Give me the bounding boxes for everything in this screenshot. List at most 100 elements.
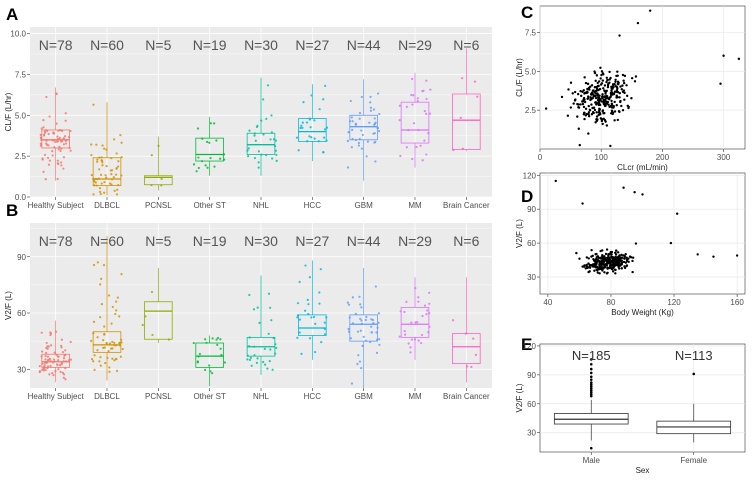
data-point [100, 182, 103, 185]
data-point [374, 285, 377, 288]
x-tick-label: Other ST [193, 392, 226, 401]
data-point [112, 176, 115, 179]
data-point [585, 263, 588, 267]
data-point [361, 344, 364, 347]
data-point [357, 354, 360, 357]
data-point [426, 309, 429, 312]
box [92, 331, 122, 353]
data-point [197, 156, 200, 159]
data-point [587, 270, 590, 274]
data-point [346, 139, 350, 143]
data-point [605, 96, 609, 99]
data-point [613, 82, 616, 86]
data-point [322, 151, 325, 154]
data-point [196, 361, 199, 364]
data-point [350, 146, 353, 149]
data-point [113, 189, 116, 192]
data-point [247, 155, 250, 158]
data-point [586, 87, 589, 91]
data-point [351, 120, 354, 123]
data-point [619, 257, 622, 260]
data-point [92, 320, 96, 323]
data-point [144, 315, 147, 318]
data-point [586, 82, 590, 86]
data-point [595, 74, 599, 77]
data-point [150, 154, 153, 157]
data-point [590, 248, 593, 252]
data-point [299, 126, 302, 130]
data-point [113, 138, 116, 141]
data-point [55, 92, 58, 96]
data-point [267, 292, 271, 295]
data-point [358, 295, 361, 298]
data-point [634, 242, 638, 245]
y-tick-label: 30 [527, 429, 536, 438]
data-point [44, 368, 47, 371]
data-point [429, 88, 432, 91]
data-point [118, 341, 121, 344]
data-point [598, 272, 601, 275]
data-point [44, 177, 47, 181]
outlier-point [589, 446, 593, 450]
data-point [616, 87, 619, 90]
data-point [257, 166, 260, 169]
data-point [607, 103, 610, 106]
data-point [628, 255, 632, 258]
data-point [623, 257, 626, 260]
data-point [96, 261, 99, 264]
data-point [48, 159, 52, 162]
data-point [600, 119, 604, 123]
data-point [262, 98, 265, 101]
data-point [354, 312, 357, 315]
data-point [594, 92, 598, 95]
data-point [211, 337, 214, 340]
box [41, 129, 70, 149]
data-point [369, 101, 372, 104]
data-point [45, 341, 48, 345]
x-tick-label: Brain Cancer [443, 201, 490, 210]
data-point [600, 73, 603, 77]
data-point [115, 369, 119, 373]
data-point [110, 173, 113, 176]
data-point [109, 169, 113, 172]
x-tick-label: HCC [304, 392, 322, 401]
data-point [372, 108, 376, 111]
outlier-point [589, 392, 593, 396]
outlier-point [589, 371, 593, 375]
data-point [323, 136, 326, 139]
data-point [69, 149, 72, 152]
data-point [372, 132, 375, 135]
data-point [719, 82, 722, 85]
data-point [38, 365, 41, 368]
data-point [623, 91, 626, 95]
box-group-B-4: N=30 NHL [244, 233, 278, 401]
data-point [428, 112, 432, 115]
data-point [416, 321, 419, 324]
box-group-B-2: N=5 PCNSL [141, 233, 173, 401]
data-point [596, 81, 599, 85]
data-point [64, 112, 67, 115]
box-group-A-4: N=30 NHL [244, 37, 278, 210]
data-point [360, 129, 363, 132]
box [298, 118, 327, 142]
panel-label-A: A [6, 5, 18, 24]
n-label: N=5 [145, 37, 171, 53]
data-point [319, 268, 322, 271]
data-point [61, 351, 65, 354]
data-point [114, 173, 118, 176]
data-point [590, 113, 594, 116]
data-point [111, 340, 114, 343]
data-point [404, 333, 407, 336]
data-point [90, 154, 93, 157]
data-point [304, 264, 307, 267]
data-point [209, 156, 212, 160]
data-point [59, 149, 62, 153]
data-point [576, 115, 579, 118]
data-point [39, 144, 42, 147]
data-point [593, 108, 597, 112]
data-point [602, 102, 605, 105]
data-point [595, 256, 598, 259]
data-point [419, 341, 423, 345]
data-point [371, 318, 375, 322]
